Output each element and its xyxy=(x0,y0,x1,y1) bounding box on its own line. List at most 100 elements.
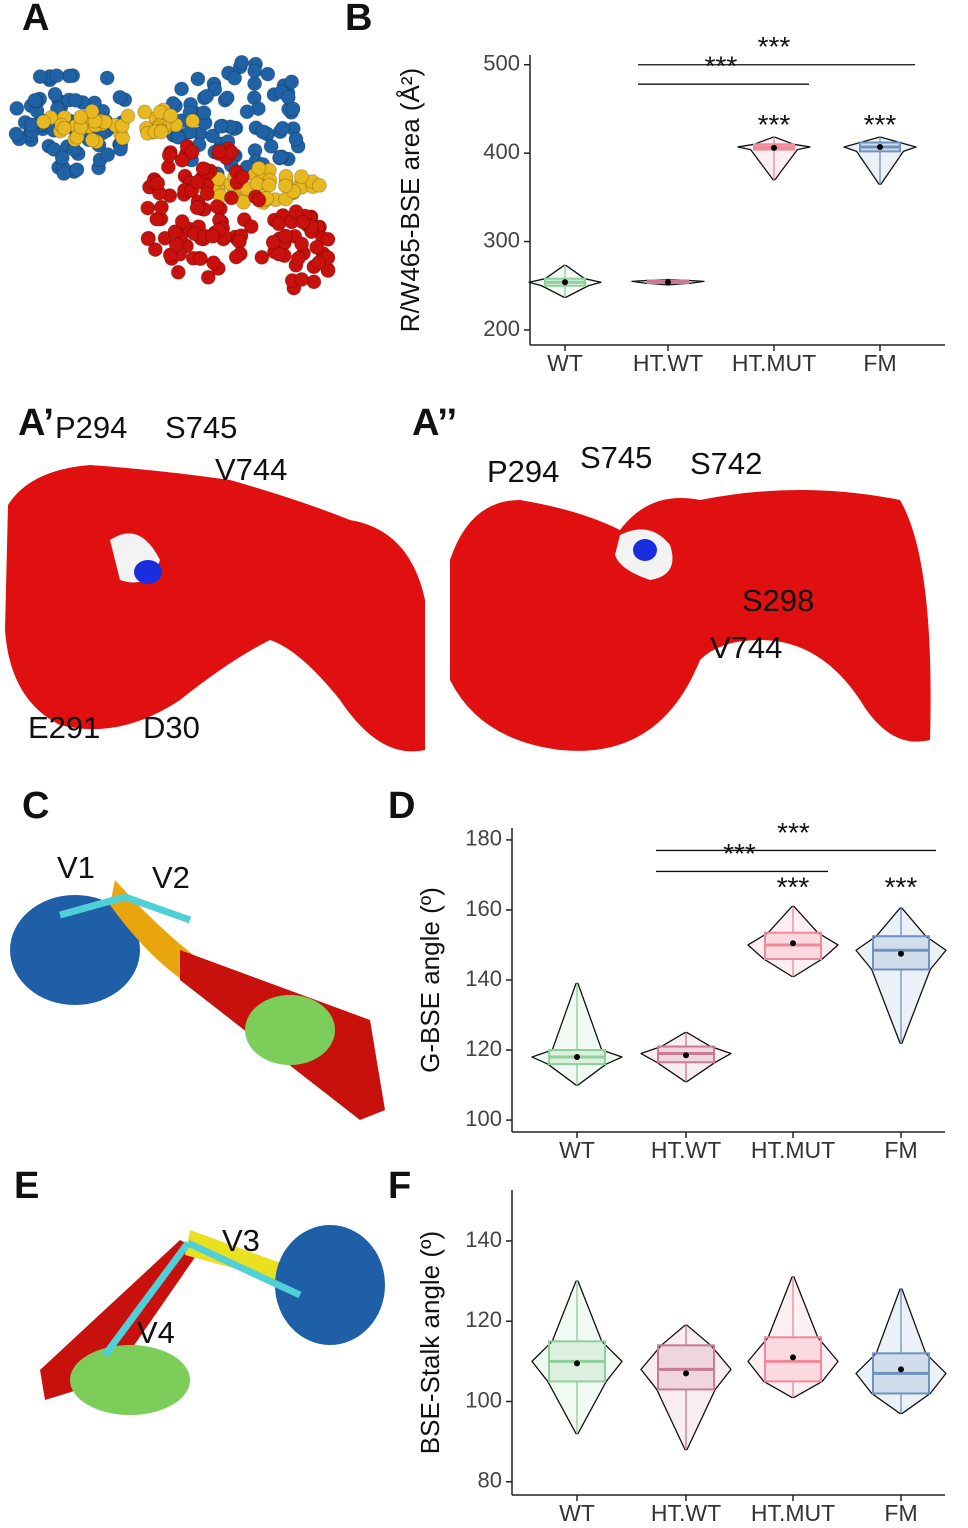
mean xyxy=(574,1054,580,1061)
atom xyxy=(54,150,70,166)
atom xyxy=(251,160,267,176)
atom xyxy=(243,219,259,235)
residue-label: P294 xyxy=(55,410,127,445)
y-tick-label: 140 xyxy=(465,966,502,991)
y-tick-label: 160 xyxy=(465,896,502,921)
y-axis-title: BSE-Stalk angle (º) xyxy=(415,1231,445,1454)
y-tick-label: 400 xyxy=(483,139,520,164)
atom xyxy=(228,249,244,265)
domain xyxy=(10,895,140,1005)
atom xyxy=(189,200,205,216)
atom xyxy=(190,71,206,87)
significance: *** xyxy=(777,871,810,902)
x-tick-label: FM xyxy=(884,1500,917,1526)
residue-label: V4 xyxy=(137,1315,175,1350)
residue-label: S298 xyxy=(742,583,814,618)
atom xyxy=(153,199,169,215)
significance: *** xyxy=(885,871,918,902)
panel-label: A’’ xyxy=(412,402,457,444)
x-tick-label: HT.WT xyxy=(651,1500,721,1526)
x-tick-label: HT.WT xyxy=(651,1137,721,1163)
atom xyxy=(261,177,277,193)
panel-label: D xyxy=(388,785,415,827)
atom xyxy=(294,271,310,287)
atom xyxy=(306,274,322,290)
atom xyxy=(36,114,52,130)
atom-cluster xyxy=(8,54,336,296)
atom xyxy=(311,177,327,193)
atom xyxy=(195,161,211,177)
domain xyxy=(185,1230,300,1285)
residue-label: V1 xyxy=(57,850,95,885)
atom xyxy=(189,174,205,190)
x-tick-label: FM xyxy=(884,1137,917,1163)
residue-label: S745 xyxy=(165,410,237,445)
x-tick-label: HT.MUT xyxy=(751,1137,835,1163)
atom xyxy=(311,255,327,271)
atom xyxy=(277,178,293,194)
residue xyxy=(134,560,162,584)
y-tick-label: 500 xyxy=(483,51,520,76)
atom xyxy=(260,66,276,82)
atom xyxy=(61,68,77,84)
panel-label: C xyxy=(22,785,49,827)
atom xyxy=(200,269,216,285)
domain xyxy=(275,1225,385,1345)
atom xyxy=(174,81,190,97)
y-tick-label: 200 xyxy=(483,316,520,341)
atom xyxy=(213,118,229,134)
mean xyxy=(562,279,568,286)
atom xyxy=(84,103,100,119)
atom xyxy=(170,264,186,280)
mean xyxy=(877,143,883,150)
atom xyxy=(150,175,166,191)
atom xyxy=(206,255,222,271)
panel-label: E xyxy=(14,1165,39,1207)
y-axis-title: R/W465-BSE area (Å²) xyxy=(395,68,425,332)
vector xyxy=(102,1240,191,1358)
atom xyxy=(295,214,311,230)
panel-label: F xyxy=(388,1165,411,1207)
residue-label: V3 xyxy=(222,1223,260,1258)
atom xyxy=(239,104,255,120)
protein-surface xyxy=(5,465,425,752)
atom xyxy=(99,70,115,86)
violin xyxy=(531,1280,623,1435)
atom xyxy=(68,92,84,108)
mean xyxy=(683,1370,689,1377)
atom xyxy=(196,105,212,121)
atom xyxy=(174,152,190,168)
atom xyxy=(100,147,116,163)
atom xyxy=(174,214,190,230)
mean xyxy=(898,950,904,957)
mean xyxy=(574,1360,580,1367)
mean xyxy=(665,279,671,286)
atom xyxy=(168,237,184,253)
atom xyxy=(184,144,200,160)
domain xyxy=(70,1345,190,1415)
structures xyxy=(5,465,931,1415)
atom xyxy=(157,230,173,246)
atom xyxy=(272,149,288,165)
atom xyxy=(251,192,267,208)
atom xyxy=(294,236,310,252)
x-tick-label: HT.WT xyxy=(633,350,703,376)
x-tick-label: WT xyxy=(547,350,583,376)
x-tick-label: FM xyxy=(863,350,896,376)
mean xyxy=(771,144,777,151)
atom xyxy=(209,199,225,215)
atom xyxy=(247,76,263,92)
mean xyxy=(898,1366,904,1373)
atom xyxy=(254,249,270,265)
atom xyxy=(153,124,169,140)
significance: *** xyxy=(705,51,738,82)
significance: *** xyxy=(777,817,810,848)
atom xyxy=(120,108,136,124)
atom xyxy=(205,228,221,244)
atom xyxy=(56,120,72,136)
residue-label: P294 xyxy=(487,454,559,489)
y-tick-label: 80 xyxy=(478,1468,502,1493)
residue-label: S745 xyxy=(580,440,652,475)
x-tick-label: WT xyxy=(559,1500,595,1526)
